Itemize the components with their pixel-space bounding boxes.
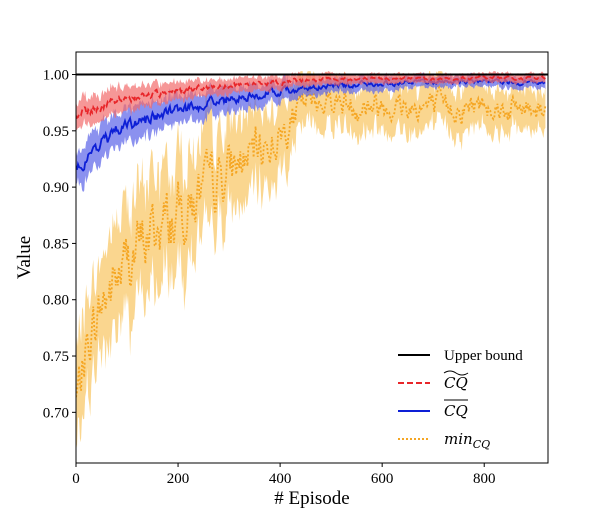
legend-label-min_cq: minCQ (444, 430, 490, 451)
legend: Upper bound CQ CQ minCQ (398, 348, 523, 451)
series-line-min_cq (76, 85, 547, 398)
series-band-min_cq (76, 71, 546, 448)
legend-label-cq_bar: CQ (444, 402, 468, 420)
x-tick-label: 600 (371, 471, 394, 487)
y-tick-label: 0.75 (43, 349, 69, 365)
series-band-cq_tilde (76, 71, 546, 130)
y-tick-label: 0.95 (43, 124, 69, 140)
legend-tilde-mark (443, 370, 469, 376)
y-tick-label: 0.85 (43, 236, 69, 252)
y-axis-label: Value (14, 236, 35, 279)
y-tick-label: 0.90 (43, 180, 69, 196)
series-band-cq_bar (76, 72, 546, 192)
x-tick-label: 0 (72, 471, 80, 487)
legend-label-cq_tilde: CQ (444, 374, 468, 392)
x-tick-label: 400 (269, 471, 292, 487)
x-axis-label: # Episode (274, 488, 349, 509)
legend-label-upper: Upper bound (444, 348, 523, 364)
y-tick-label: 0.70 (43, 405, 69, 421)
axes-frame (75, 51, 549, 464)
axis-ticks: 0 200 400 600 800 0.70 0.75 0.80 0.85 0.90 0.95 1.0… (43, 68, 496, 487)
y-tick-label: 1.00 (43, 68, 69, 84)
x-tick-label: 800 (473, 471, 496, 487)
y-tick-label: 0.80 (43, 293, 69, 309)
plot-area (76, 71, 548, 448)
x-tick-label: 200 (167, 471, 190, 487)
